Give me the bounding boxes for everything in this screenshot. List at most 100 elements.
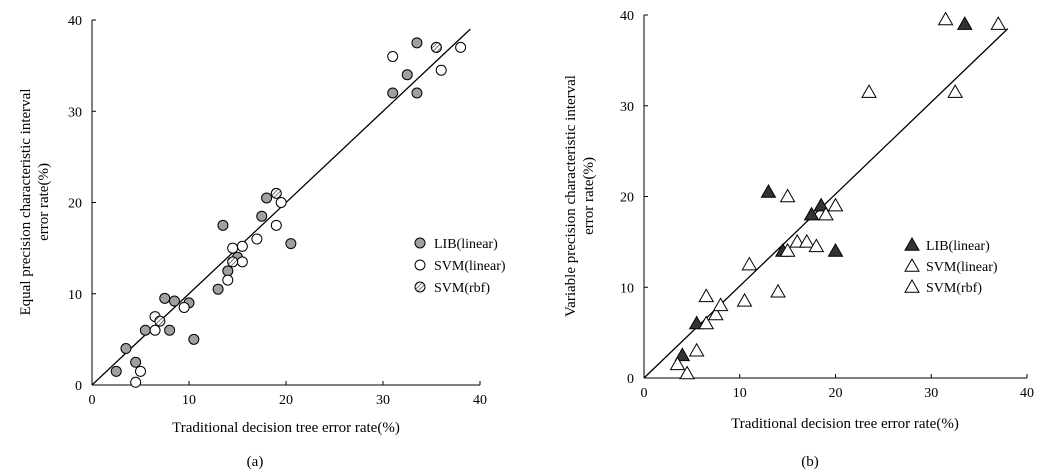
y-tick-label: 30 [620, 100, 634, 115]
data-point-series-1 [275, 197, 287, 208]
data-point-series-2 [154, 315, 166, 327]
y-tick-label: 10 [620, 281, 634, 296]
data-point-series-1 [178, 301, 190, 313]
x-tick-label: 20 [829, 386, 843, 401]
panel-a-x-label: Traditional decision tree error rate(%) [172, 420, 400, 436]
data-point-series-0 [803, 206, 820, 221]
y-tick-label: 0 [627, 372, 634, 387]
legend-marker-0 [414, 237, 426, 249]
data-point-series-1 [688, 342, 705, 357]
data-point-series-0 [110, 365, 122, 377]
panel-b-chart: 0 10 20 30 40 0 10 20 30 40 Traditional decision… [563, 9, 1034, 470]
legend-marker-1 [414, 259, 426, 271]
data-point-series-2 [227, 256, 239, 268]
data-point-series-2 [270, 187, 282, 199]
data-point-series-1 [135, 365, 146, 377]
panel-b-label: (b) [801, 454, 819, 470]
legend-label-1: SVM(linear) [434, 259, 506, 274]
legend-label-2: SVM(rbf) [434, 281, 490, 296]
data-point-series-1 [387, 51, 399, 62]
data-point-series-1 [227, 242, 239, 254]
data-point-series-1 [707, 306, 724, 321]
data-point-series-0 [285, 238, 297, 250]
data-point-series-0 [130, 356, 142, 368]
data-point-series-0 [688, 315, 705, 330]
data-point-series-1 [779, 188, 796, 203]
x-tick-label: 20 [279, 393, 293, 408]
y-tick-label: 40 [620, 9, 634, 24]
legend-marker-0 [904, 236, 920, 251]
legend-marker-2 [904, 278, 920, 293]
x-tick-label: 40 [1020, 386, 1034, 401]
legend-label-2: SVM(rbf) [926, 281, 982, 296]
data-point-series-0 [827, 242, 844, 257]
data-point-series-0 [760, 183, 777, 198]
data-point-series-0 [411, 37, 423, 49]
panel-b-x-ticks: 0 10 20 30 40 [641, 374, 1034, 401]
data-point-series-1 [149, 324, 161, 336]
data-point-series-1 [736, 292, 753, 307]
data-point-series-1 [947, 84, 964, 98]
data-point-series-0 [256, 210, 268, 222]
data-point-series-1 [808, 238, 825, 253]
y-tick-label: 30 [68, 105, 82, 120]
data-point-series-1 [669, 356, 686, 371]
data-point-series-1 [741, 256, 758, 271]
x-tick-label: 10 [733, 386, 747, 401]
data-point-series-1 [990, 16, 1007, 30]
panel-a-y-label-line2: error rate(%) [36, 163, 52, 241]
data-point-series-0 [159, 292, 171, 304]
x-tick-label: 40 [473, 393, 487, 408]
panel-a-y-ticks: 0 10 20 30 40 [68, 14, 96, 394]
data-point-series-1 [779, 242, 796, 257]
legend-label-0: LIB(linear) [434, 237, 498, 252]
x-tick-label: 10 [182, 393, 196, 408]
panel-b-y-label-line2: error rate(%) [581, 157, 597, 235]
y-tick-label: 10 [68, 288, 82, 303]
data-point-series-1 [770, 283, 786, 298]
data-point-series-1 [251, 233, 263, 245]
legend-label-1: SVM(linear) [926, 260, 998, 275]
panel-a-x-ticks: 0 10 20 30 40 [89, 381, 487, 408]
data-point-series-0 [188, 333, 200, 345]
panel-b-x-label: Traditional decision tree error rate(%) [731, 416, 959, 432]
data-point-series-0 [674, 347, 691, 362]
data-point-series-0 [387, 87, 399, 99]
data-point-series-0 [164, 324, 176, 336]
data-point-series-0 [168, 295, 180, 307]
legend-marker-2 [414, 281, 426, 293]
data-point-series-0 [222, 265, 234, 277]
y-tick-label: 20 [620, 191, 634, 206]
data-point-series-0 [217, 219, 229, 231]
y-tick-label: 0 [75, 379, 82, 394]
y-tick-label: 20 [68, 197, 82, 212]
x-tick-label: 30 [924, 386, 938, 401]
data-point-series-0 [120, 343, 132, 354]
legend-marker-1 [904, 257, 920, 272]
x-tick-label: 0 [641, 386, 648, 401]
data-point-series-1 [679, 365, 695, 380]
data-point-series-0 [212, 283, 224, 295]
data-point-series-0 [261, 192, 273, 204]
data-point-series-0 [813, 197, 829, 212]
data-point-series-1 [236, 240, 248, 252]
data-point-series-0 [956, 16, 973, 30]
data-point-series-0 [401, 69, 413, 81]
legend-label-0: LIB(linear) [926, 239, 990, 254]
panel-b-legend: LIB(linear) SVM(linear) SVM(rbf) [904, 236, 998, 296]
panel-b-y-label-line1: Variable precision characteristic interv… [563, 75, 579, 317]
panel-a-legend: LIB(linear) SVM(linear) SVM(rbf) [414, 237, 506, 296]
y-tick-label: 40 [68, 14, 82, 29]
x-tick-label: 0 [89, 393, 96, 408]
data-point-series-0 [411, 87, 423, 99]
data-point-series-1 [270, 219, 282, 231]
data-point-series-1 [222, 274, 234, 286]
data-point-series-1 [818, 206, 834, 221]
panel-b-points [669, 11, 1007, 380]
panel-a-y-label-line1: Equal precision characteristic interval [18, 89, 34, 316]
data-point-series-1 [698, 288, 715, 303]
data-point-series-1 [236, 256, 248, 268]
data-point-series-1 [130, 376, 142, 388]
data-point-series-1 [827, 197, 844, 212]
